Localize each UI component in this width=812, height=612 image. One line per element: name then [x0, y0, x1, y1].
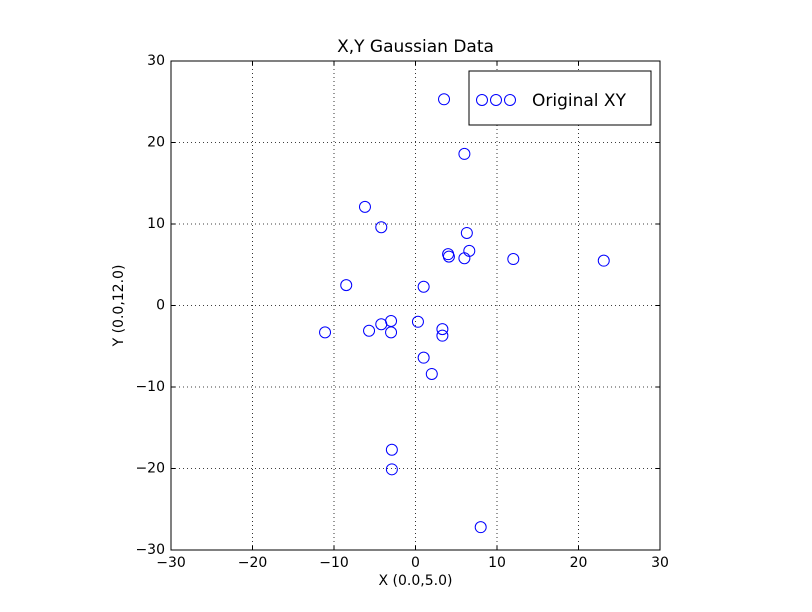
point — [474, 521, 487, 534]
point — [385, 326, 398, 339]
legend-marker — [504, 94, 516, 106]
point — [385, 443, 398, 456]
legend-marker — [490, 94, 502, 106]
point — [597, 254, 610, 267]
point — [442, 250, 455, 263]
legend-marker — [476, 94, 488, 106]
y-axis-label: Y (0.0,12.0) — [111, 265, 127, 348]
point — [363, 324, 376, 337]
legend-label: Original XY — [532, 91, 627, 111]
legend-box — [468, 70, 652, 126]
point — [319, 326, 332, 339]
point — [375, 221, 388, 234]
point — [463, 244, 476, 257]
y-tick-label: 20 — [147, 135, 165, 151]
x-tick-label: 30 — [651, 555, 669, 571]
point — [458, 252, 471, 265]
plot-frame — [170, 60, 661, 551]
x-tick-label: 20 — [570, 555, 588, 571]
y-tick-label: −30 — [135, 542, 165, 558]
y-tick-label: 0 — [156, 298, 165, 314]
x-tick-label: −20 — [238, 555, 268, 571]
y-tick-label: −10 — [135, 379, 165, 395]
point — [436, 323, 449, 336]
point — [417, 351, 430, 364]
point — [507, 253, 520, 266]
point — [358, 200, 371, 213]
point — [425, 367, 438, 380]
x-tick-label: 0 — [411, 555, 420, 571]
point — [458, 147, 471, 160]
y-tick-label: 30 — [147, 53, 165, 69]
point — [340, 279, 353, 292]
point — [438, 93, 451, 106]
x-tick-label: −30 — [156, 555, 186, 571]
point — [385, 314, 398, 327]
point — [436, 329, 449, 342]
x-axis-label: X (0.0,5.0) — [379, 573, 453, 589]
x-tick-label: −10 — [319, 555, 349, 571]
x-tick-label: 10 — [488, 555, 506, 571]
y-tick-label: −20 — [135, 461, 165, 477]
y-tick-label: 10 — [147, 216, 165, 232]
point — [460, 226, 473, 239]
point — [411, 315, 424, 328]
point — [417, 280, 430, 293]
point — [385, 463, 398, 476]
chart-title: X,Y Gaussian Data — [337, 37, 494, 57]
